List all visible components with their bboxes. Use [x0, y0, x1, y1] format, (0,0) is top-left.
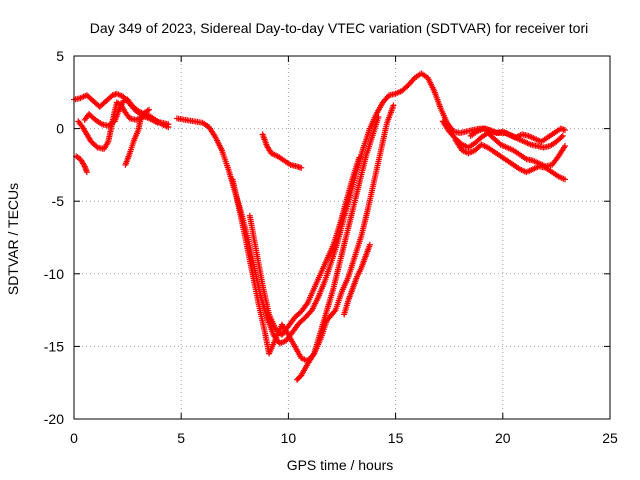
series-track-m [452, 137, 568, 183]
data-point [165, 124, 172, 131]
data-point [558, 134, 565, 141]
x-tick-label: 0 [70, 430, 78, 446]
x-axis-title: GPS time / hours [287, 457, 394, 473]
x-tick-label: 5 [177, 430, 185, 446]
chart-title: Day 349 of 2023, Sidereal Day-to-day VTE… [90, 20, 589, 36]
series-track-c [81, 96, 161, 129]
data-point [356, 154, 363, 161]
x-tick-label: 15 [388, 430, 404, 446]
series-track-d [122, 106, 153, 168]
series-track-e [73, 153, 90, 176]
series-track-g [229, 113, 382, 364]
y-tick-label: -15 [44, 338, 64, 354]
y-tick-label: 5 [56, 48, 64, 64]
axis-ticks: 0 5 10 15 20 25 5 0 -5 -10 -15 -20 [44, 48, 618, 446]
y-axis-title: SDTVAR / TECUs [5, 183, 21, 295]
data-point [154, 119, 161, 126]
series-track-n [467, 125, 568, 145]
y-tick-label: -5 [52, 193, 65, 209]
data-point [559, 132, 566, 139]
plot-frame [73, 55, 611, 420]
data-point [561, 143, 568, 150]
data-point [83, 169, 90, 176]
x-tick-label: 10 [281, 430, 297, 446]
data-points [71, 70, 568, 383]
x-tick-label: 25 [602, 430, 618, 446]
y-tick-label: 0 [56, 121, 64, 137]
x-tick-label: 20 [495, 430, 511, 446]
data-point [561, 176, 568, 183]
data-point [146, 106, 153, 113]
series-track-h [246, 154, 363, 338]
series-track-b [75, 99, 172, 152]
data-point [366, 241, 373, 248]
y-tick-label: -20 [44, 411, 64, 427]
data-point [561, 127, 568, 134]
data-point [375, 113, 382, 120]
series-track-k [259, 131, 305, 171]
grid [74, 56, 610, 419]
data-point [390, 102, 397, 109]
data-point [298, 164, 305, 171]
series-track-j [341, 241, 373, 318]
y-tick-label: -10 [44, 266, 64, 282]
series-track-i [293, 102, 397, 383]
